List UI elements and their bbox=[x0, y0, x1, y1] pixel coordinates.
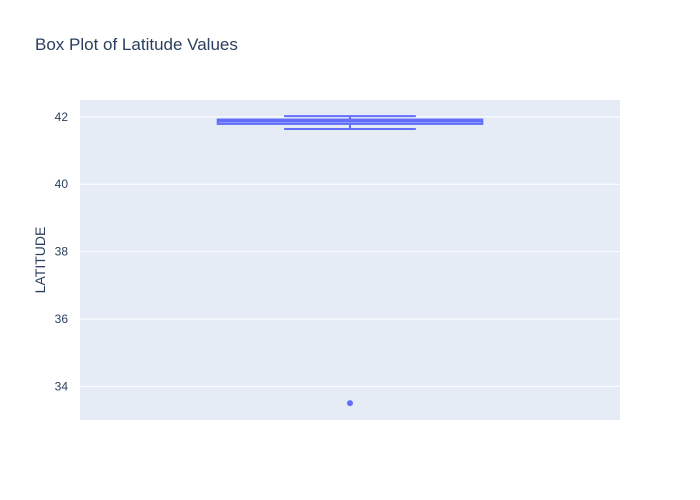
y-axis-label: LATITUDE bbox=[32, 227, 48, 294]
y-tick-label: 34 bbox=[55, 379, 69, 393]
chart-title: Box Plot of Latitude Values bbox=[35, 35, 238, 54]
y-tick-label: 38 bbox=[55, 245, 69, 259]
y-tick-label: 40 bbox=[55, 177, 69, 191]
y-tick-label: 36 bbox=[55, 312, 69, 326]
y-tick-label: 42 bbox=[55, 110, 69, 124]
plot-area bbox=[80, 100, 620, 420]
outlier-point bbox=[347, 400, 353, 407]
y-axis-ticks: 34 36 38 40 42 bbox=[55, 110, 69, 393]
box-plot-marks bbox=[216, 115, 484, 407]
